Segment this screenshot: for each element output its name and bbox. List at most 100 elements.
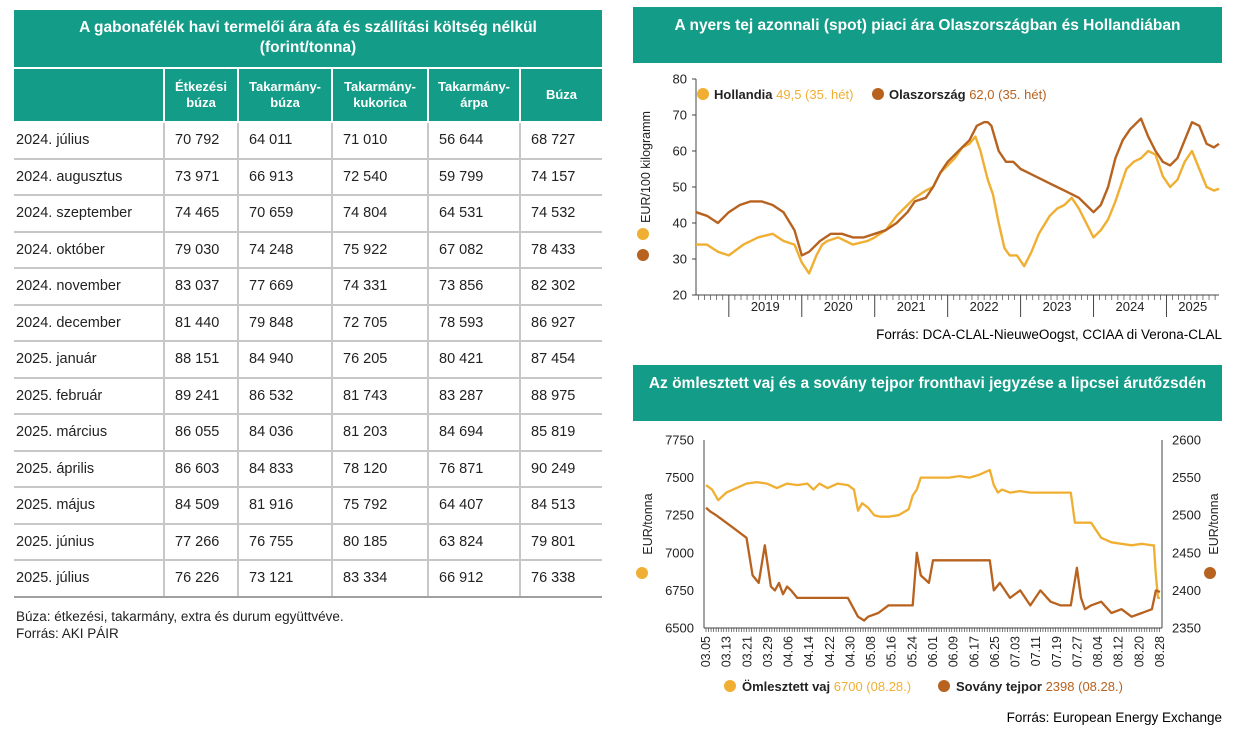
legend-entry: Hollandia 49,5 (35. hét) [714,87,853,102]
legend-marker [697,88,709,100]
x-tick-label: 06.01 [926,636,940,667]
legend-value: 62,0 (35. hét) [969,87,1046,102]
row-label: 2025. február [14,377,165,415]
legend-name: Olaszország [889,87,969,102]
row-label: 2024. november [14,268,165,306]
y-right-tick-label: 2600 [1172,433,1201,448]
x-tick-label: 03.13 [720,636,734,667]
table-cell: 78 593 [427,304,521,342]
table-cell: 76 871 [427,450,521,488]
table-cell: 70 659 [237,195,333,233]
legend-name: Sovány tejpor [956,679,1046,694]
series-smp-line [705,506,1161,622]
table-cell: 68 727 [519,122,602,160]
table-row: 2025. március 86 055 84 036 81 203 84 694 85 … [14,414,602,452]
table-cell: 82 302 [519,268,602,306]
table-body: 2024. július 70 792 64 011 71 010 56 644 68 7… [14,122,602,598]
table-cell: 86 603 [163,450,239,488]
left-axis-marker [636,567,648,579]
y-left-tick-label: 7750 [665,433,694,448]
series-olaszorszag-line [695,117,1220,257]
y-tick-label: 60 [673,144,687,159]
table-cell: 74 248 [237,231,333,269]
table-row: 2024. december 81 440 79 848 72 705 78 593 86… [14,304,602,342]
table-cell: 74 157 [519,158,602,196]
table-row: 2025. július 76 226 73 121 83 334 66 912 76 3… [14,560,602,598]
legend-name: Ömlesztett vaj [742,679,834,694]
y-left-tick-label: 6750 [665,583,694,598]
x-tick-label: 08.12 [1112,636,1126,667]
x-tick-label: 2024 [1116,299,1145,314]
table-row: 2024. október 79 030 74 248 75 922 67 082 78 … [14,231,602,269]
x-tick-label: 03.21 [740,636,754,667]
legend-marker [872,88,884,100]
table-cell: 72 705 [331,304,429,342]
legend-entry: Olaszország 62,0 (35. hét) [889,87,1047,102]
table-cell: 66 912 [427,560,521,598]
y-left-axis-label: EUR/tonna [641,493,655,554]
x-tick-label: 06.09 [947,636,961,667]
butter-smp-chart: 6500 6750 7000 7250 7500 7750 2350 2400 2450 2500… [636,433,1222,725]
table-source: Forrás: AKI PÁIR [16,626,119,641]
x-tick-label: 06.25 [988,636,1002,667]
table-cell: 79 848 [237,304,333,342]
y-right-tick-label: 2550 [1172,470,1201,485]
y-tick-label: 20 [673,288,687,303]
table-row: 2024. november 83 037 77 669 74 331 73 856 82… [14,268,602,306]
x-tick-label: 2021 [897,299,926,314]
table-cell: 73 971 [163,158,239,196]
table-cell: 86 532 [237,377,333,415]
column-header: Takarmány-búza [237,67,333,123]
x-tick-label: 2019 [751,299,780,314]
row-label: 2025. június [14,523,165,561]
x-tick-label: 03.29 [761,636,775,667]
x-tick-label: 2022 [970,299,999,314]
table-cell: 84 036 [237,414,333,452]
table-title: A gabonafélék havi termelői ára áfa és s… [14,10,602,67]
x-tick-label: 2025 [1178,299,1207,314]
row-label: 2025. január [14,341,165,379]
x-tick-label: 08.20 [1132,636,1146,667]
x-tick-label: 08.28 [1153,636,1167,667]
x-tick-label: 07.11 [1029,636,1043,666]
table-cell: 67 082 [427,231,521,269]
y-right-tick-label: 2350 [1172,621,1201,636]
row-label: 2025. július [14,560,165,598]
table-cell: 81 916 [237,487,333,525]
table-cell: 74 465 [163,195,239,233]
table-cell: 77 266 [163,523,239,561]
table-cell: 88 975 [519,377,602,415]
table-cell: 83 334 [331,560,429,598]
chart-source: Forrás: European Energy Exchange [1007,710,1222,725]
table-cell: 76 205 [331,341,429,379]
y-tick-label: 50 [673,180,687,195]
table-cell: 66 913 [237,158,333,196]
table-row: 2024. augusztus 73 971 66 913 72 540 59 799 7… [14,158,602,196]
table-row: 2025. február 89 241 86 532 81 743 83 287 88 … [14,377,602,415]
table-notes: Búza: étkezési, takarmány, extra és duru… [16,608,344,642]
legend-value: 49,5 (35. hét) [776,87,853,102]
x-tick-label: 05.24 [905,636,919,667]
table-row: 2025. január 88 151 84 940 76 205 80 421 87 4… [14,341,602,379]
y-right-tick-label: 2400 [1172,583,1201,598]
table-cell: 64 531 [427,195,521,233]
x-tick-label: 08.04 [1091,636,1105,667]
legend-dot-olaszorszag [637,249,649,261]
column-header: Takarmány-árpa [427,67,521,123]
table-cell: 73 121 [237,560,333,598]
table-cell: 84 509 [163,487,239,525]
table-cell: 64 011 [237,122,333,160]
legend-entry: Ömlesztett vaj 6700 (08.28.) [742,679,911,694]
table-cell: 79 030 [163,231,239,269]
table-cell: 77 669 [237,268,333,306]
right-axis-marker [1204,567,1216,579]
y-left-tick-label: 6500 [665,621,694,636]
table-cell: 72 540 [331,158,429,196]
column-header: Búza [519,67,602,123]
y-left-tick-label: 7250 [665,508,694,523]
row-label: 2024. augusztus [14,158,165,196]
table-cell: 84 833 [237,450,333,488]
y-right-tick-label: 2500 [1172,508,1201,523]
chart-source: Forrás: DCA-CLAL-NieuweOogst, CCIAA di V… [876,327,1222,342]
x-tick-label: 04.22 [823,636,837,667]
